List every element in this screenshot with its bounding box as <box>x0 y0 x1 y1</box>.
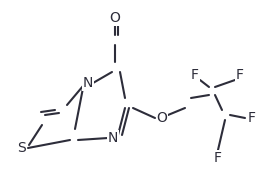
Text: O: O <box>156 111 167 125</box>
Text: S: S <box>18 141 26 155</box>
Text: F: F <box>214 151 222 165</box>
Text: N: N <box>83 76 93 90</box>
Text: O: O <box>109 11 120 25</box>
Text: F: F <box>248 111 256 125</box>
Text: N: N <box>108 131 118 145</box>
Text: F: F <box>191 68 199 82</box>
Text: F: F <box>236 68 244 82</box>
